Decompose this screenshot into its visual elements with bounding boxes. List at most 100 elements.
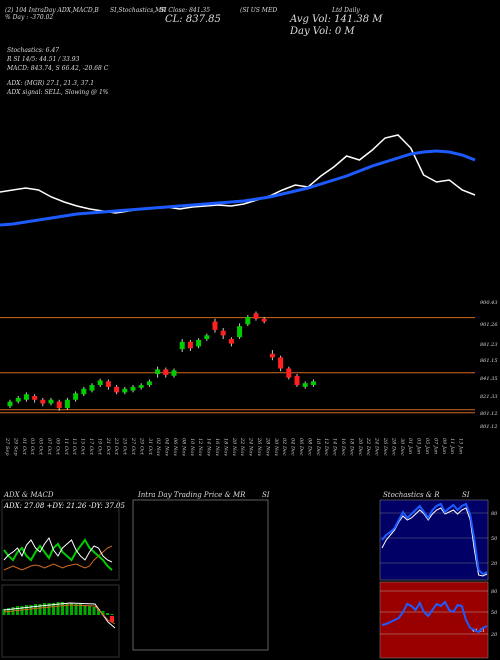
candle-body	[204, 335, 210, 340]
date-tick-label: 30 Nov	[273, 438, 279, 456]
stoch-d-line	[381, 502, 488, 576]
date-tick-label: 03 Oct	[29, 438, 35, 456]
macd-bar	[56, 602, 60, 615]
candle	[130, 385, 136, 393]
candle-body	[278, 357, 284, 369]
macd-bar	[65, 603, 69, 615]
date-tick-label: 25 Oct	[122, 437, 128, 456]
candle-body	[114, 386, 120, 393]
date-tick-label: 22 Dec	[365, 437, 371, 456]
adx-readout: ADX: (MGR) 27.1, 21.3, 37.1	[7, 80, 95, 87]
candle	[97, 378, 103, 387]
date-tick-label: 08 Nov	[180, 438, 186, 456]
date-tick-label: 24 Dec	[374, 437, 380, 456]
price-tick-label: 821.33	[480, 394, 498, 400]
macd-bar	[38, 604, 42, 615]
macd-bar	[74, 604, 78, 615]
candle-body	[23, 394, 29, 400]
macd-bar	[83, 605, 87, 615]
stoch-level-label: 50	[491, 536, 498, 542]
macd-bar	[43, 603, 46, 615]
candle-body	[32, 396, 38, 400]
intraday-panel-frame	[132, 499, 269, 651]
date-tick-label: 26 Dec	[382, 437, 388, 456]
candle	[212, 318, 218, 333]
adx-line	[3, 536, 113, 563]
date-tick-label: 28 Dec	[390, 437, 396, 456]
candle-body	[245, 316, 251, 325]
candle-body	[261, 318, 267, 322]
candle	[89, 383, 95, 393]
candle-body	[187, 341, 193, 349]
stochastics-readout: Stochastics: 6.47	[7, 47, 60, 54]
main-chart: 27 Sep 29 Sep 01 Oct 03 Oct 05 Oct 07 Oct 09 O…	[0, 134, 476, 456]
date-tick-label: 14 Dec	[332, 438, 338, 456]
candle	[64, 397, 70, 410]
candle-body	[155, 369, 161, 374]
rsi-level-label: 50	[491, 610, 498, 616]
candle	[15, 396, 21, 404]
candle	[269, 350, 275, 361]
header-mid-1: SI,Stochastics,MR	[110, 7, 166, 14]
date-tick-label: 26 Nov	[256, 437, 262, 456]
date-tick-label: 06 Nov	[172, 438, 178, 456]
date-tick-label: 29 Sep	[12, 437, 18, 456]
candle	[73, 391, 79, 402]
candle	[228, 337, 234, 347]
macd-bar	[88, 606, 91, 615]
date-tick-label: 04 Dec	[290, 438, 296, 456]
price-tick-label: 900.43	[480, 300, 498, 306]
adx-panel-title: ADX & MACD	[4, 491, 54, 499]
candle-body	[253, 313, 259, 319]
candle-body	[89, 385, 95, 391]
candle-body	[269, 353, 275, 358]
date-tick-label: 16 Dec	[340, 438, 346, 456]
date-tick-label: 15 Oct	[80, 438, 86, 456]
price-tick-label: 901.26	[480, 322, 498, 328]
stoch-level-label: 80	[491, 511, 498, 517]
date-tick-label: 11 Oct	[63, 438, 69, 456]
macd-bar	[61, 602, 64, 615]
macd-line	[3, 602, 116, 629]
date-tick-label: 20 Nov	[231, 437, 237, 456]
stoch-level-label: 20	[490, 561, 498, 567]
macd-bar	[47, 603, 51, 615]
date-tick-label: 17 Oct	[88, 438, 94, 456]
candle-body	[179, 341, 185, 350]
date-tick-label: 01 Oct	[21, 438, 27, 456]
macd-bar	[79, 604, 82, 615]
candle	[302, 381, 308, 389]
candle	[286, 366, 292, 380]
candle-body	[122, 388, 128, 393]
date-tick-label: 27 Oct	[130, 437, 136, 456]
stoch-k-line	[381, 507, 488, 577]
date-tick-label: 19 Oct	[96, 438, 102, 456]
candle	[146, 379, 152, 387]
macd-bar	[97, 609, 100, 615]
price-tick-label: 881.23	[480, 342, 498, 348]
date-tick-label: 31 Oct	[147, 438, 153, 456]
candle	[187, 339, 193, 351]
date-tick-label: 22 Nov	[239, 437, 245, 456]
date-tick-label: 07 Oct	[46, 438, 52, 456]
candle	[40, 397, 46, 407]
date-tick-label: 23 Oct	[113, 437, 119, 456]
candle-body	[48, 399, 54, 404]
date-tick-label: 21 Oct	[105, 437, 111, 456]
candle-body	[138, 385, 144, 388]
stoch-panel-si: SI	[462, 491, 470, 499]
rsi-level-label: 20	[490, 632, 498, 638]
date-tick-label: 13 Oct	[71, 438, 77, 456]
candle	[114, 385, 120, 395]
date-tick-label: 10 Dec	[315, 438, 321, 456]
date-tick-label: 27 Sep	[4, 437, 10, 456]
candle	[245, 315, 251, 327]
date-tick-label: 12 Nov	[197, 438, 203, 456]
macd-bar	[106, 613, 109, 615]
candle-body	[302, 383, 308, 387]
price-tick-label: 801.12	[480, 424, 498, 430]
price-tick-label: 801.12	[480, 411, 498, 417]
candle	[122, 386, 128, 395]
candle-body	[228, 339, 234, 344]
